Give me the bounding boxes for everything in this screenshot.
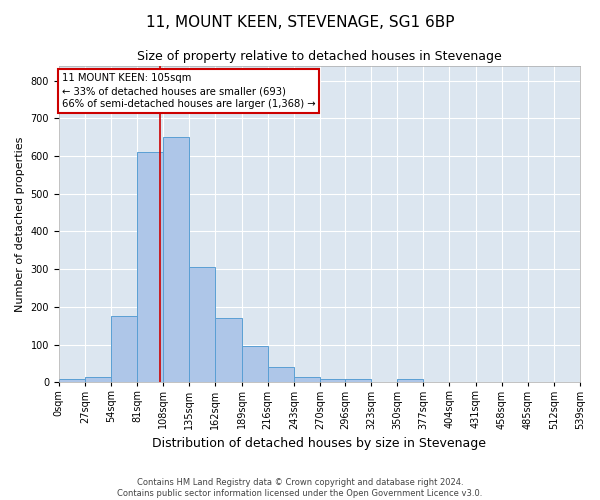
Bar xyxy=(294,376,320,382)
Bar xyxy=(242,346,268,383)
Bar xyxy=(215,318,242,382)
Bar xyxy=(345,380,371,382)
X-axis label: Distribution of detached houses by size in Stevenage: Distribution of detached houses by size … xyxy=(152,437,487,450)
Y-axis label: Number of detached properties: Number of detached properties xyxy=(15,136,25,312)
Title: Size of property relative to detached houses in Stevenage: Size of property relative to detached ho… xyxy=(137,50,502,63)
Text: Contains HM Land Registry data © Crown copyright and database right 2024.
Contai: Contains HM Land Registry data © Crown c… xyxy=(118,478,482,498)
Bar xyxy=(268,368,294,382)
Bar xyxy=(111,316,137,382)
Bar xyxy=(59,380,85,382)
Bar xyxy=(397,380,424,382)
Bar xyxy=(320,378,346,382)
Bar xyxy=(163,137,190,382)
Bar xyxy=(137,152,163,382)
Bar xyxy=(190,268,215,382)
Text: 11, MOUNT KEEN, STEVENAGE, SG1 6BP: 11, MOUNT KEEN, STEVENAGE, SG1 6BP xyxy=(146,15,454,30)
Bar xyxy=(85,378,111,382)
Text: 11 MOUNT KEEN: 105sqm
← 33% of detached houses are smaller (693)
66% of semi-det: 11 MOUNT KEEN: 105sqm ← 33% of detached … xyxy=(62,73,316,110)
